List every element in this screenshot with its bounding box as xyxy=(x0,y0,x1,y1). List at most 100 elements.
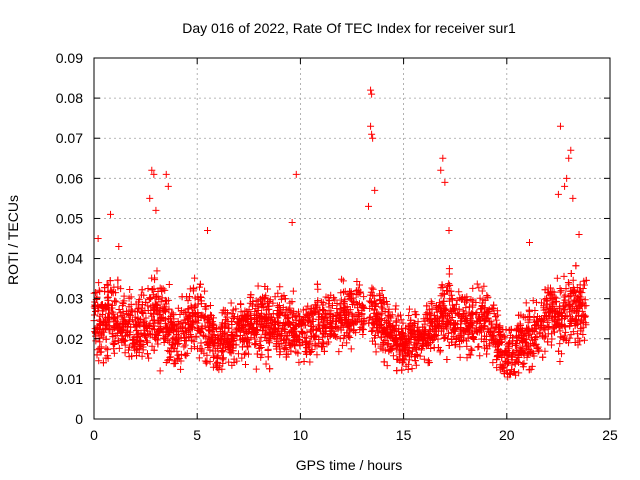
data-point xyxy=(202,333,210,341)
data-point xyxy=(377,344,385,352)
data-point xyxy=(249,302,257,310)
data-point xyxy=(373,324,381,332)
data-point xyxy=(113,320,121,328)
data-point xyxy=(153,301,161,309)
data-point xyxy=(112,332,120,340)
data-point xyxy=(575,287,583,295)
data-point xyxy=(340,308,348,316)
data-point xyxy=(249,324,257,332)
data-point xyxy=(282,306,290,314)
data-point xyxy=(142,298,150,306)
data-point xyxy=(202,303,210,311)
data-point xyxy=(567,292,575,300)
data-points xyxy=(90,86,590,381)
data-point xyxy=(346,291,354,299)
data-point xyxy=(253,320,261,328)
data-point xyxy=(229,314,237,322)
data-point xyxy=(413,327,421,335)
data-point xyxy=(541,312,549,320)
data-point xyxy=(181,351,189,359)
data-point xyxy=(200,349,208,357)
data-point xyxy=(232,305,240,313)
data-point xyxy=(204,226,212,234)
data-point xyxy=(467,345,475,353)
data-point xyxy=(136,336,144,344)
data-point xyxy=(150,305,158,313)
data-point xyxy=(304,310,312,318)
data-point xyxy=(407,331,415,339)
data-point xyxy=(243,330,251,338)
data-point xyxy=(271,293,279,301)
data-point xyxy=(170,334,178,342)
data-point xyxy=(156,325,164,333)
data-point xyxy=(475,343,483,351)
data-point xyxy=(509,334,517,342)
y-tick-label: 0.06 xyxy=(56,170,83,186)
data-point xyxy=(104,346,112,354)
data-point xyxy=(520,359,528,367)
data-point xyxy=(396,356,404,364)
data-point xyxy=(129,339,137,347)
data-point xyxy=(325,310,333,318)
data-point xyxy=(125,316,133,324)
data-point xyxy=(462,312,470,320)
data-point xyxy=(390,327,398,335)
data-point xyxy=(567,270,575,278)
data-point xyxy=(228,310,236,318)
data-point xyxy=(253,310,261,318)
data-point xyxy=(147,294,155,302)
data-point xyxy=(274,318,282,326)
data-point xyxy=(147,309,155,317)
data-point xyxy=(561,296,569,304)
data-point xyxy=(102,354,110,362)
data-point xyxy=(177,319,185,327)
data-point xyxy=(162,300,170,308)
data-point xyxy=(105,306,113,314)
data-point xyxy=(416,352,424,360)
data-point xyxy=(548,288,556,296)
data-point xyxy=(411,335,419,343)
x-tick-label: 5 xyxy=(193,427,201,443)
data-point xyxy=(572,262,580,270)
data-point xyxy=(137,329,145,337)
y-tick-label: 0.01 xyxy=(56,371,83,387)
data-point xyxy=(142,333,150,341)
data-point xyxy=(198,324,206,332)
data-point xyxy=(152,206,160,214)
data-point xyxy=(96,288,104,296)
data-point xyxy=(556,340,564,348)
data-point xyxy=(291,342,299,350)
data-point xyxy=(565,154,573,162)
data-point xyxy=(472,299,480,307)
data-point xyxy=(541,326,549,334)
data-point xyxy=(109,333,117,341)
data-point xyxy=(425,357,433,365)
data-point xyxy=(287,327,295,335)
data-point xyxy=(335,348,343,356)
data-point xyxy=(405,348,413,356)
data-point xyxy=(385,347,393,355)
data-point xyxy=(550,328,558,336)
data-point xyxy=(295,308,303,316)
data-point xyxy=(299,306,307,314)
data-point xyxy=(99,326,107,334)
data-point xyxy=(146,294,154,302)
data-point xyxy=(432,323,439,331)
data-point xyxy=(446,281,454,289)
data-point xyxy=(543,318,551,326)
data-point xyxy=(165,305,173,313)
data-point xyxy=(371,314,379,322)
data-point xyxy=(371,297,379,305)
data-point xyxy=(279,324,287,332)
data-point xyxy=(473,327,481,335)
data-point xyxy=(465,350,473,358)
data-point xyxy=(280,345,288,353)
data-point xyxy=(545,304,553,312)
data-point xyxy=(360,326,368,334)
data-point xyxy=(399,330,407,338)
data-point xyxy=(247,291,255,299)
data-point xyxy=(170,326,178,334)
data-point xyxy=(292,331,300,339)
data-point xyxy=(203,358,211,366)
data-point xyxy=(577,295,585,303)
